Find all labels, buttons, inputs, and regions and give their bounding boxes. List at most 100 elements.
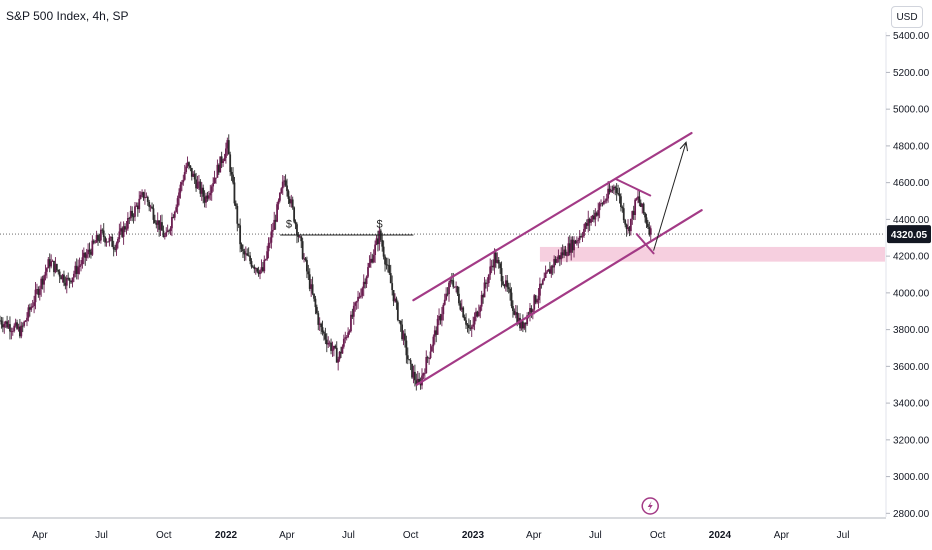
- candle-body: [337, 359, 340, 363]
- candle-body: [87, 249, 89, 255]
- candle-body: [88, 249, 91, 252]
- candle-body: [516, 312, 519, 324]
- candle-body: [627, 227, 629, 230]
- candle-body: [117, 239, 119, 244]
- candle-body: [41, 278, 44, 285]
- candle-body: [71, 277, 74, 283]
- candle-body: [149, 206, 152, 208]
- candle-body: [0, 320, 3, 325]
- candle-body: [541, 280, 544, 285]
- dollar-marker: $: [377, 218, 383, 230]
- candle-body: [419, 382, 422, 386]
- candle-body: [291, 199, 294, 208]
- candle-body: [213, 177, 216, 184]
- candle-body: [513, 310, 516, 315]
- candle-body: [401, 324, 404, 340]
- candle-body: [418, 378, 421, 383]
- candle-body: [544, 272, 547, 279]
- candle-body: [540, 283, 543, 285]
- candle-body: [523, 322, 526, 329]
- last-price-label-bg: [887, 225, 931, 244]
- candle-body: [269, 242, 271, 244]
- candle-body: [372, 255, 375, 263]
- candle-body: [60, 276, 62, 280]
- candle-body: [267, 243, 270, 252]
- candle-body: [142, 192, 145, 199]
- candle-body: [294, 221, 297, 225]
- support-zone: [539, 246, 885, 262]
- candle-body: [48, 259, 51, 267]
- candle-body: [253, 266, 256, 270]
- candle-body: [449, 279, 452, 283]
- candle-body: [199, 181, 202, 194]
- candle-body: [404, 333, 406, 341]
- candle-body: [281, 181, 284, 189]
- candle-body: [639, 202, 642, 207]
- candle-body: [277, 200, 280, 205]
- candle-body: [24, 320, 27, 322]
- candle-body: [257, 271, 260, 275]
- candle-body: [428, 358, 431, 359]
- candle-body: [50, 261, 53, 267]
- candle-body: [183, 172, 186, 180]
- candle-body: [517, 317, 520, 324]
- candle-body: [571, 239, 574, 251]
- candle-body: [144, 197, 146, 199]
- candle-body: [95, 235, 98, 243]
- candle-body: [385, 264, 388, 266]
- candle-body: [274, 219, 277, 222]
- candle-body: [574, 240, 577, 244]
- candle-body: [283, 180, 286, 182]
- candle-body: [91, 240, 94, 255]
- candle-body: [465, 320, 467, 325]
- candle-body: [101, 229, 104, 231]
- candle-body: [593, 215, 595, 220]
- candle-body: [566, 255, 568, 257]
- currency-button[interactable]: USD: [891, 6, 923, 28]
- candle-body: [499, 263, 502, 269]
- candle-body: [411, 363, 413, 378]
- candle-body: [534, 295, 537, 303]
- candle-body: [118, 231, 121, 240]
- candle-body: [500, 268, 503, 282]
- candle-body: [644, 213, 646, 218]
- candle-body: [249, 255, 251, 262]
- channel-upper-line: [412, 131, 693, 302]
- candle-body: [14, 322, 17, 326]
- candle-body: [318, 323, 321, 325]
- candle-body: [485, 282, 487, 284]
- price-tick-label: 4400.00: [893, 215, 930, 226]
- candle-body: [480, 294, 483, 307]
- candle-body: [399, 320, 402, 325]
- time-tick-label: 2022: [215, 530, 238, 541]
- candle-body: [172, 217, 175, 218]
- candle-body: [244, 253, 247, 255]
- candle-body: [425, 357, 428, 374]
- candle-body: [81, 257, 84, 265]
- candle-body: [443, 299, 446, 305]
- candle-body: [608, 188, 611, 192]
- candle-body: [30, 306, 33, 310]
- candle-body: [412, 371, 415, 378]
- candle-body: [539, 283, 541, 296]
- candle-body: [628, 227, 631, 232]
- candle-body: [629, 218, 632, 232]
- candle-body: [604, 200, 607, 202]
- candle-body: [77, 267, 80, 274]
- candle-body: [297, 235, 300, 237]
- candle-body: [259, 270, 261, 275]
- candle-body: [92, 240, 95, 243]
- candle-body: [503, 284, 506, 287]
- candle-body: [179, 184, 182, 193]
- candle-body: [649, 228, 652, 235]
- candle-body: [107, 241, 109, 243]
- candle-body: [317, 313, 320, 325]
- candle-body: [192, 173, 195, 177]
- candle-body: [554, 258, 557, 263]
- candle-body: [348, 331, 351, 333]
- candle-body: [547, 269, 550, 272]
- candle-body: [3, 323, 6, 328]
- candle-body: [54, 264, 57, 273]
- candle-body: [38, 288, 41, 295]
